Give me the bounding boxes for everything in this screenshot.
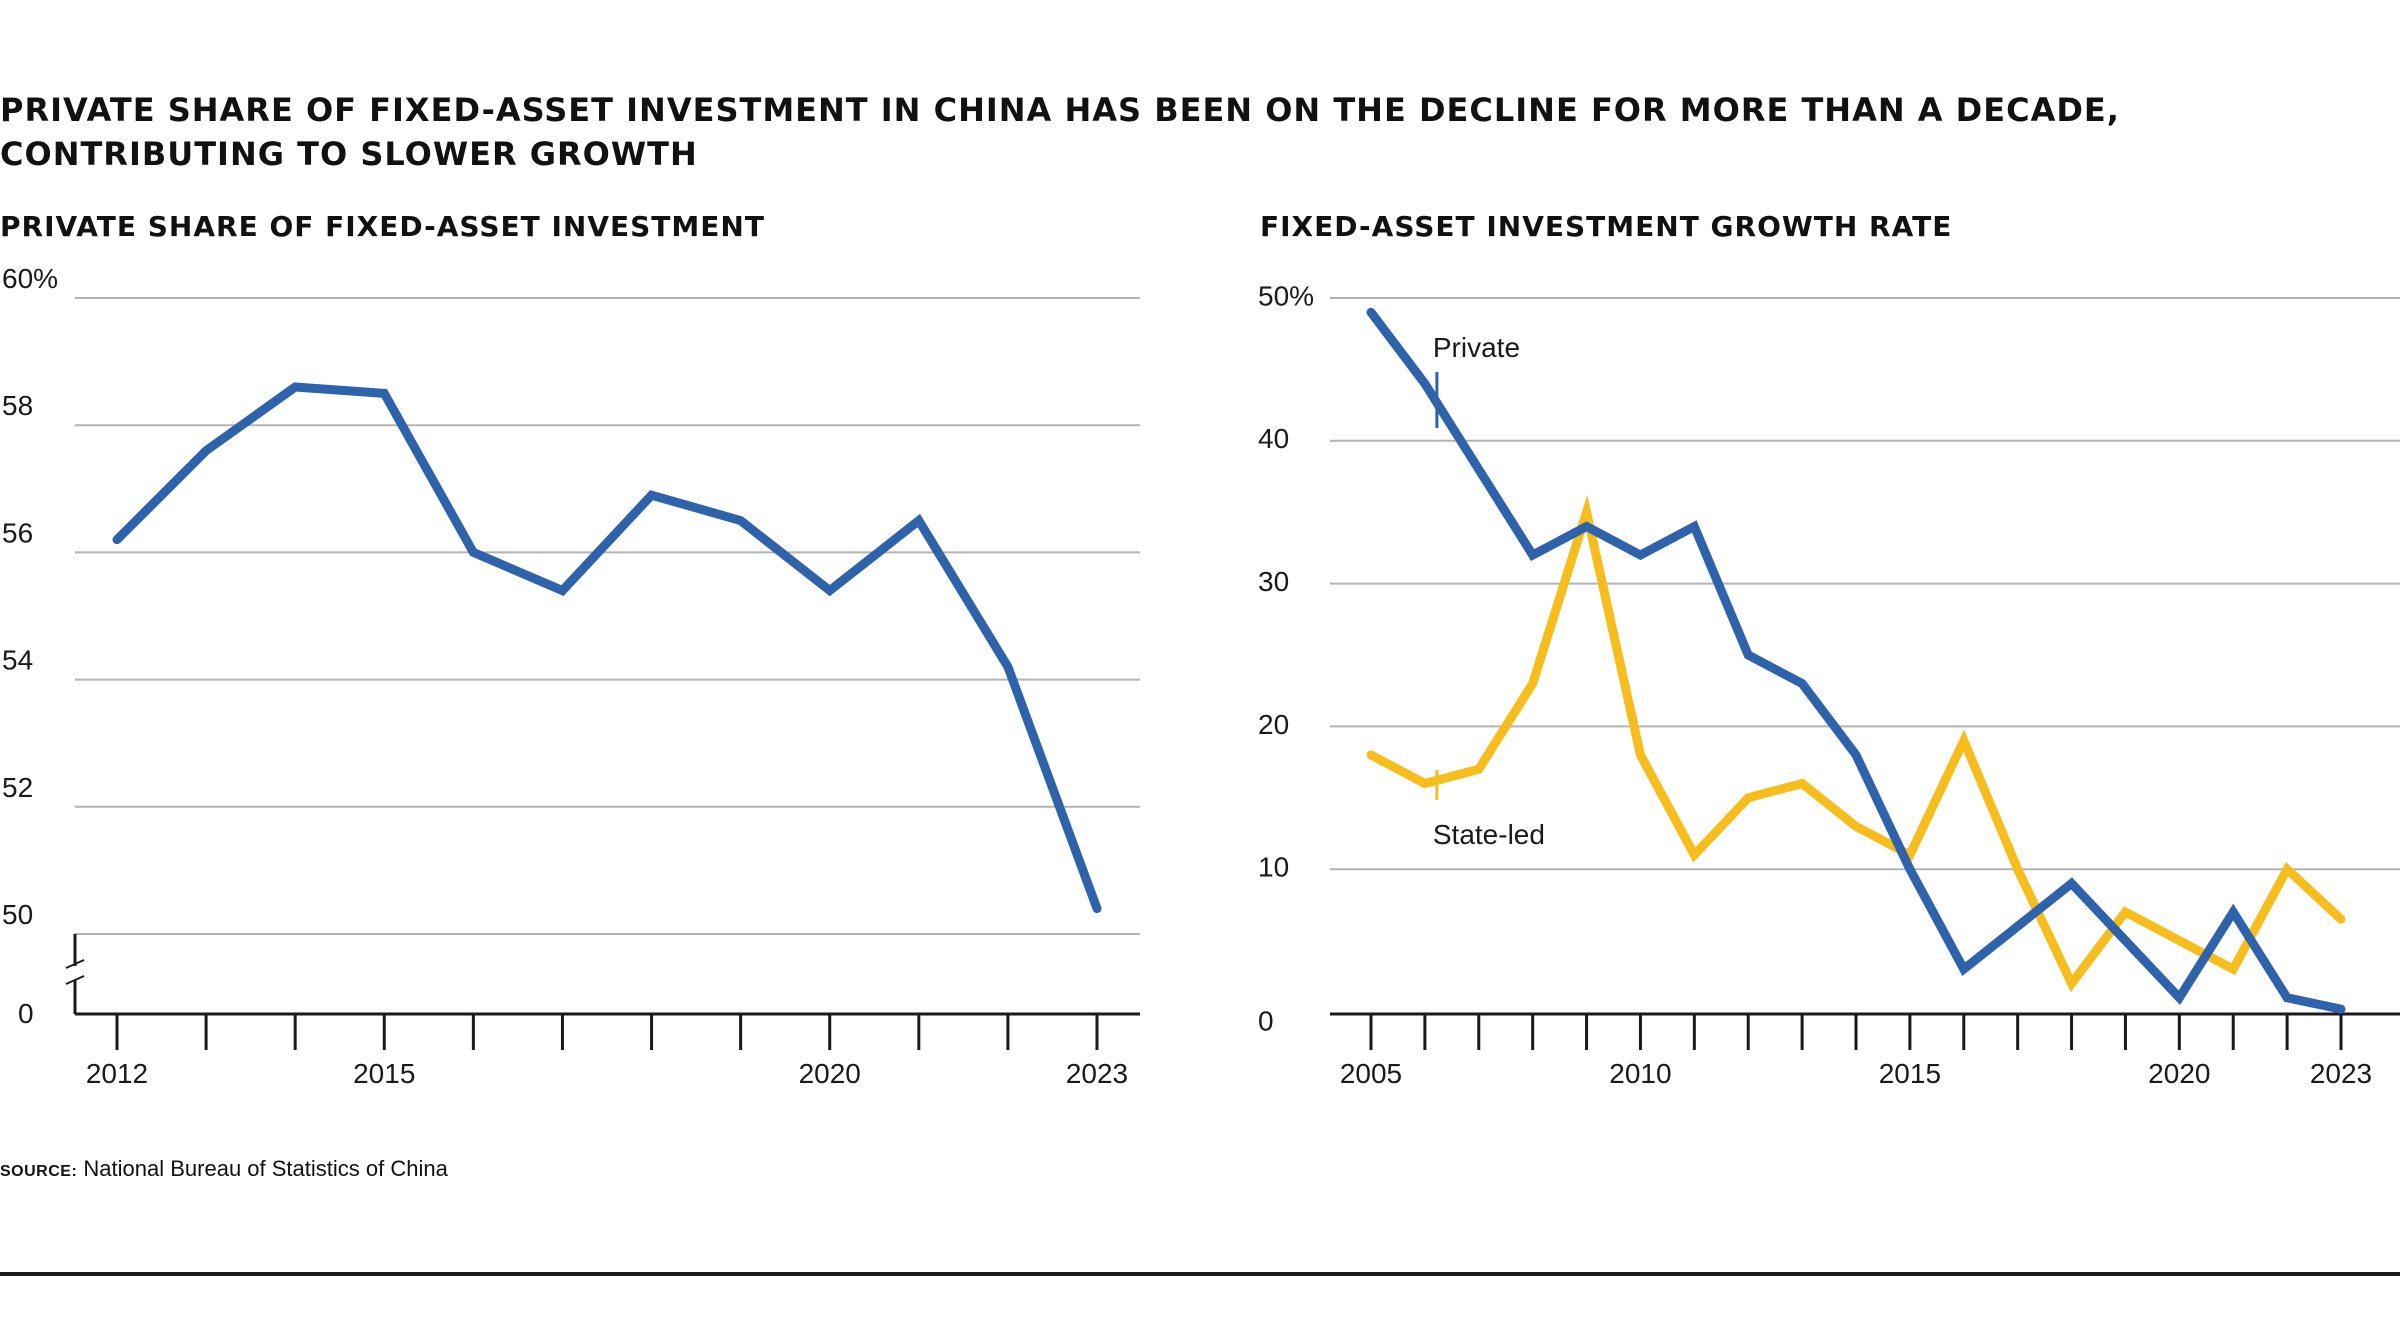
x-tick-label-2010: 2010 <box>1609 1058 1671 1089</box>
source-text: National Bureau of Statistics of China <box>83 1156 448 1181</box>
axis-break-gap <box>65 966 85 980</box>
left-chart: 60% 58 56 54 52 50 0 2012 2015 2020 2023 <box>2 263 1140 1089</box>
x-tick-label-2012: 2012 <box>86 1058 148 1089</box>
y-tick-label: 0 <box>1258 1005 1274 1036</box>
axis-break-mark <box>65 975 85 985</box>
y-tick-label: 10 <box>1258 852 1289 883</box>
y-tick-label: 30 <box>1258 566 1289 597</box>
y-zero-label: 0 <box>18 998 34 1029</box>
source-note: SOURCE: National Bureau of Statistics of… <box>0 1156 448 1182</box>
y-tick-label: 56 <box>2 517 33 548</box>
x-tick-label-2015: 2015 <box>1879 1058 1941 1089</box>
y-tick-label: 50 <box>2 899 33 930</box>
source-label: SOURCE: <box>0 1163 78 1180</box>
y-tick-label: 50% <box>1258 280 1314 311</box>
x-tick-label-2015: 2015 <box>353 1058 415 1089</box>
y-tick-label: 54 <box>2 645 33 676</box>
state-led-series-label: State-led <box>1433 819 1545 850</box>
private-growth-line <box>1366 307 2346 1014</box>
y-tick-label: 60% <box>2 263 58 294</box>
bottom-rule <box>0 1272 2400 1276</box>
private-share-line <box>112 382 1102 914</box>
main-title-line-2: CONTRIBUTING TO SLOWER GROWTH <box>0 135 698 173</box>
y-tick-label: 52 <box>2 772 33 803</box>
y-tick-label: 20 <box>1258 709 1289 740</box>
x-tick-label-2020: 2020 <box>2148 1058 2210 1089</box>
right-chart-title: FIXED-ASSET INVESTMENT GROWTH RATE <box>1260 210 1953 243</box>
x-tick-label-2023: 2023 <box>2310 1058 2372 1089</box>
axis-break-mark <box>65 959 85 969</box>
x-tick-label-2020: 2020 <box>799 1058 861 1089</box>
main-title: PRIVATE SHARE OF FIXED-ASSET INVESTMENT … <box>0 88 2300 176</box>
y-tick-label: 40 <box>1258 423 1289 454</box>
x-tick-label-2023: 2023 <box>1066 1058 1128 1089</box>
x-tick-label-2005: 2005 <box>1340 1058 1402 1089</box>
state-led-growth-line <box>1366 494 2346 993</box>
main-title-line-1: PRIVATE SHARE OF FIXED-ASSET INVESTMENT … <box>0 91 2120 129</box>
y-tick-label: 58 <box>2 390 33 421</box>
private-series-label: Private <box>1433 332 1520 363</box>
left-chart-title: PRIVATE SHARE OF FIXED-ASSET INVESTMENT <box>0 210 765 243</box>
